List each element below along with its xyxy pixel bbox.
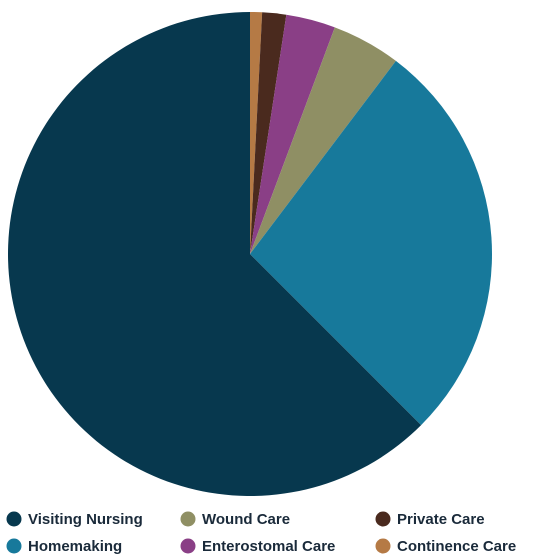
legend-label: Homemaking: [28, 538, 122, 555]
pie-slice-enterostomal-care: [250, 14, 335, 254]
legend-marker: [180, 511, 196, 527]
legend-item-wound-care: Wound Care: [180, 511, 290, 528]
legend-marker: [180, 538, 196, 554]
legend-label: Continence Care: [397, 538, 516, 555]
legend-marker: [6, 538, 22, 554]
pie-slices: [8, 12, 493, 496]
legend-item-enterostomal-care: Enterostomal Care: [180, 538, 335, 555]
legend-label: Enterostomal Care: [202, 538, 335, 555]
legend-marker: [375, 538, 391, 554]
pie-slice-homemaking: [250, 60, 493, 426]
legend-label: Wound Care: [202, 511, 290, 528]
legend-item-visiting-nursing: Visiting Nursing: [6, 511, 143, 528]
legend-item-continence-care: Continence Care: [375, 538, 516, 555]
legend-marker: [6, 511, 22, 527]
legend-label: Visiting Nursing: [28, 511, 143, 528]
legend: Visiting Nursing Homemaking Wound Care Ente…: [6, 511, 516, 555]
legend-label: Private Care: [397, 511, 485, 528]
pie-slice-continence-care: [250, 12, 263, 254]
legend-item-private-care: Private Care: [375, 511, 485, 528]
pie-slice-visiting-nursing: [8, 12, 422, 496]
pie-slice-private-care: [250, 12, 287, 255]
legend-marker: [375, 511, 391, 527]
pie-slice-wound-care: [250, 27, 396, 254]
legend-item-homemaking: Homemaking: [6, 538, 122, 555]
